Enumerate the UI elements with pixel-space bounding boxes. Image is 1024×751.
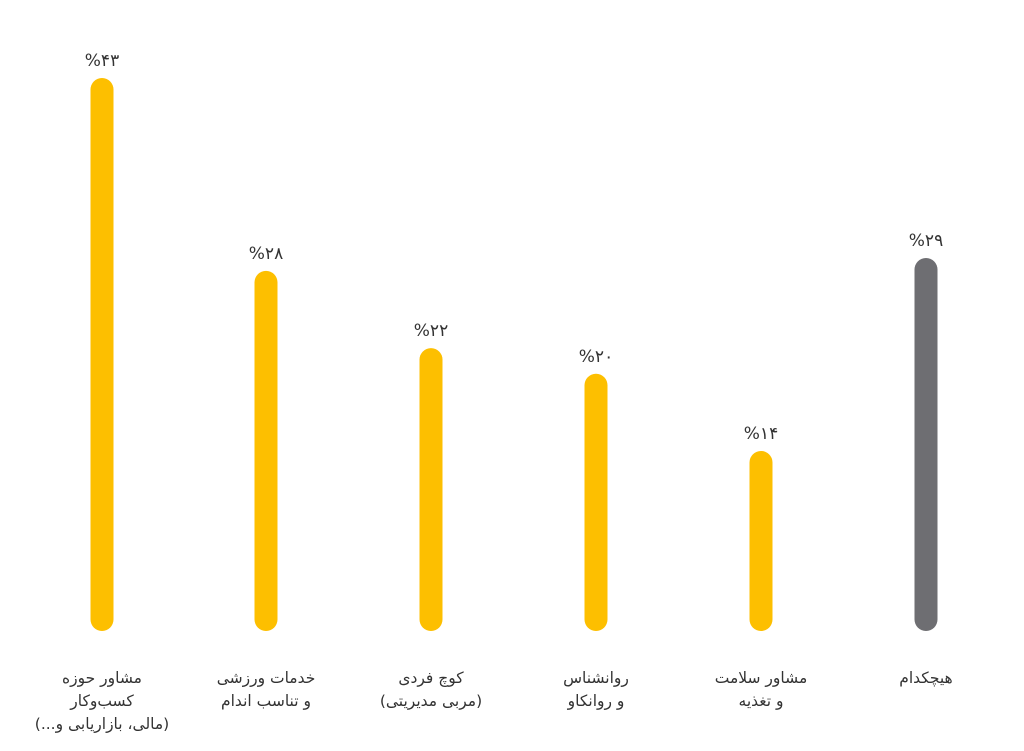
value-label-4: %۲۰ xyxy=(579,347,613,367)
category-label-2-line-2: و تناسب اندام xyxy=(221,692,311,711)
category-label-3-line-1: کوچ فردی xyxy=(398,669,464,688)
value-label-2: %۲۸ xyxy=(249,244,283,264)
value-label-6: %۲۹ xyxy=(909,231,943,251)
category-label-2-line-1: خدمات ورزشی xyxy=(217,669,316,688)
value-label-3: %۲۲ xyxy=(414,321,448,341)
category-label-1-line-2: کسب‌وکار xyxy=(69,692,134,711)
value-labels-layer: %۴۳ %۲۸ %۲۲ %۲۰ %۱۴ %۲۹ xyxy=(85,51,943,444)
bar-4 xyxy=(584,373,608,631)
category-label-5-line-2: و تغذیه xyxy=(739,692,784,711)
category-label-1-line-1: مشاور حوزه xyxy=(62,669,142,688)
category-label-1-line-3: (مالی، بازاریابی و...) xyxy=(35,715,169,734)
category-label-5-line-1: مشاور سلامت xyxy=(715,669,808,688)
category-labels-layer: مشاور حوزه کسب‌وکار (مالی، بازاریابی و...)… xyxy=(35,669,953,734)
bar-3 xyxy=(419,348,443,631)
bars-layer xyxy=(90,78,938,631)
value-label-1: %۴۳ xyxy=(85,51,119,71)
value-label-5: %۱۴ xyxy=(744,424,778,444)
bar-2 xyxy=(254,270,278,631)
bar-5 xyxy=(749,450,773,631)
category-label-6-line-1: هیچکدام xyxy=(899,669,952,687)
category-label-4-line-1: روانشناس xyxy=(563,669,629,688)
category-label-3-line-2: (مربی مدیریتی) xyxy=(380,692,482,710)
bar-1 xyxy=(90,78,114,631)
category-label-4-line-2: و روانکاو xyxy=(567,692,625,711)
bar-6 xyxy=(914,258,938,631)
